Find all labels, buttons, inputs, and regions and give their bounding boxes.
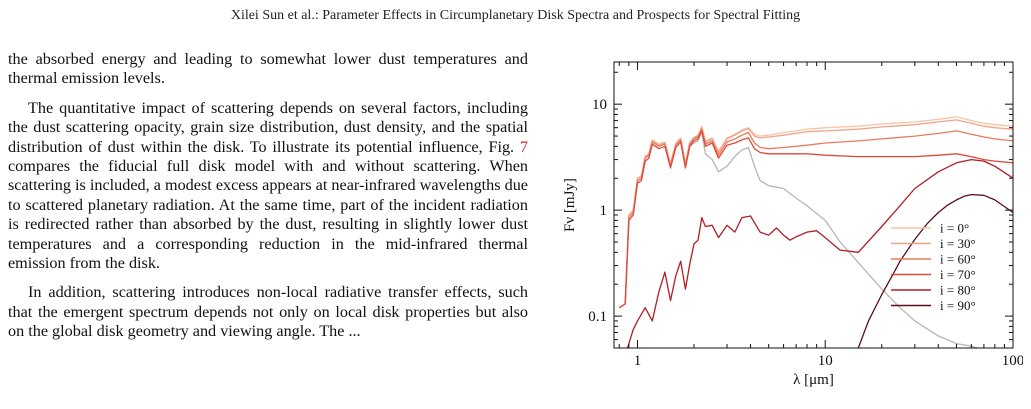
legend-entry: i = 80°	[940, 283, 976, 298]
series-line-4	[618, 158, 1013, 348]
running-header: Xilei Sun et al.: Parameter Effects in C…	[230, 8, 801, 23]
y-tick-label: 1	[600, 203, 608, 219]
legend-entry: i = 70°	[940, 267, 976, 282]
plot-frame	[613, 61, 1014, 349]
paragraph-1: the absorbed energy and leading to somew…	[8, 50, 528, 88]
series-line-3	[618, 130, 1013, 309]
series-line-1	[618, 119, 1013, 309]
figure-reference-link[interactable]: 7	[519, 137, 528, 156]
axis-ticks	[614, 62, 1014, 349]
spectra-figure: i = 0°i = 30°i = 60°i = 70°i = 80°i = 90…	[562, 61, 1023, 388]
y-tick-label: 0.1	[588, 309, 607, 325]
legend: i = 0°i = 30°i = 60°i = 70°i = 80°i = 90…	[891, 221, 976, 313]
series-line-5	[857, 193, 1013, 348]
y-axis-label: Fν [mJy]	[562, 178, 578, 232]
legend-entry: i = 30°	[940, 236, 976, 251]
x-axis-label: λ [μm]	[793, 372, 834, 388]
series-line-2	[618, 128, 1013, 309]
paragraph-2-text-a: The quantitative impact of scattering de…	[8, 98, 528, 156]
legend-entry: i = 0°	[940, 221, 969, 236]
legend-entry: i = 60°	[940, 252, 976, 267]
x-tick-label: 100	[1002, 353, 1023, 369]
no-scattering-line	[618, 131, 980, 348]
axes-frame	[613, 61, 1014, 349]
paragraph-2-text-b: compares the fiducial full disk model wi…	[8, 157, 528, 273]
paragraph-2: The quantitative impact of scattering de…	[8, 99, 528, 274]
x-tick-label: 10	[818, 353, 833, 369]
spectra-curves	[618, 116, 1013, 348]
axis-labels: 1 10 100 0.1 1 10 λ [μm] Fν [mJy]	[562, 97, 1023, 388]
y-tick-label: 10	[592, 97, 607, 113]
body-text-column: the absorbed energy and leading to somew…	[8, 50, 528, 352]
paragraph-3: In addition, scattering introduces non-l…	[8, 283, 528, 341]
x-tick-label: 1	[634, 353, 642, 369]
legend-entry: i = 90°	[940, 298, 976, 313]
